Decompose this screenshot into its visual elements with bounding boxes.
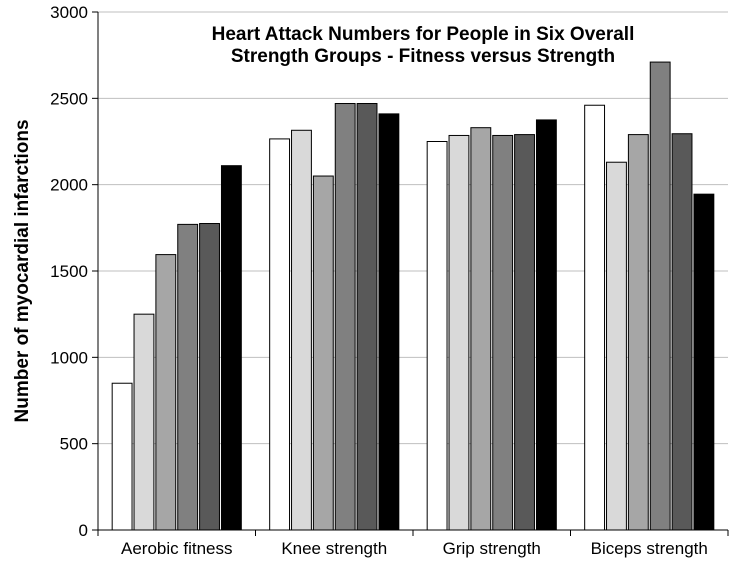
chart-container: 0 500 1000 1500 2000 2500 3000 Aerobic fitness K… xyxy=(0,0,740,578)
bar xyxy=(335,104,355,530)
x-tick-label: Knee strength xyxy=(281,539,387,558)
x-tick-label: Aerobic fitness xyxy=(121,539,233,558)
bar xyxy=(585,105,605,530)
bar xyxy=(471,128,491,530)
bar xyxy=(515,135,535,530)
bar xyxy=(427,142,447,531)
bar xyxy=(156,255,176,530)
y-tick-label: 1000 xyxy=(50,348,88,367)
y-tick-label: 3000 xyxy=(50,3,88,22)
x-tick-label: Grip strength xyxy=(443,539,541,558)
chart-title-line1: Heart Attack Numbers for People in Six O… xyxy=(212,24,635,45)
bar xyxy=(178,224,198,530)
y-tick-label: 1500 xyxy=(50,262,88,281)
bar xyxy=(292,130,312,530)
bar xyxy=(650,62,670,530)
y-axis-title: Number of myocardial infarctions xyxy=(12,119,33,422)
bar xyxy=(200,224,220,530)
chart-title-line2: Strength Groups - Fitness versus Strengt… xyxy=(231,46,615,67)
bar xyxy=(449,135,469,530)
bar xyxy=(134,314,154,530)
y-tick-label: 2500 xyxy=(50,89,88,108)
x-tick-label: Biceps strength xyxy=(591,539,708,558)
y-tick-label: 0 xyxy=(79,521,88,540)
y-tick-label: 2000 xyxy=(50,176,88,195)
bar xyxy=(536,120,556,530)
bar xyxy=(672,134,692,530)
bar xyxy=(221,166,241,530)
bar xyxy=(313,176,333,530)
bar xyxy=(112,383,132,530)
chart-svg: 0 500 1000 1500 2000 2500 3000 Aerobic fitness K… xyxy=(0,0,740,578)
bar xyxy=(607,162,627,530)
bar xyxy=(270,139,290,530)
bar xyxy=(628,135,648,530)
bar xyxy=(379,114,399,530)
bar xyxy=(493,135,513,530)
bar xyxy=(357,104,377,530)
bar xyxy=(694,194,714,530)
y-tick-label: 500 xyxy=(60,435,88,454)
